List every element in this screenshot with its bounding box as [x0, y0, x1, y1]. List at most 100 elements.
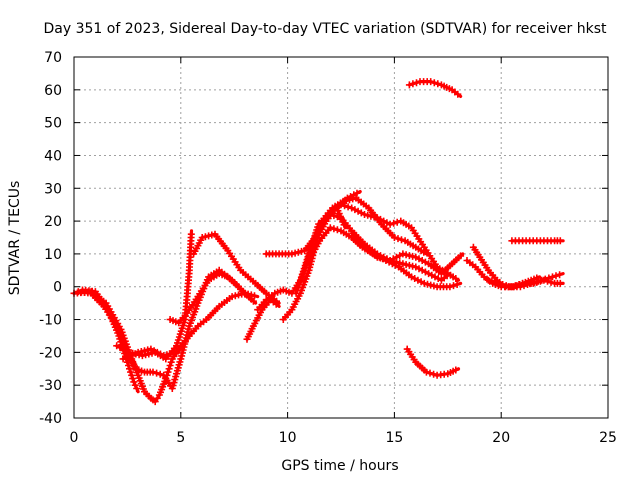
data-point — [452, 275, 460, 282]
data-point — [330, 212, 338, 220]
data-point — [520, 282, 528, 290]
data-point — [549, 273, 556, 281]
data-point — [251, 292, 258, 300]
data-point — [541, 275, 549, 283]
data-point — [398, 236, 405, 244]
data-point — [524, 281, 531, 288]
data-point — [545, 274, 553, 282]
data-point — [430, 370, 438, 378]
series-sat-r — [403, 345, 461, 379]
data-point — [353, 189, 361, 197]
data-point — [169, 349, 177, 357]
data-point — [452, 366, 460, 374]
data-point — [484, 276, 492, 284]
data-point — [453, 281, 461, 288]
data-point — [231, 292, 239, 300]
x-tick-label: 20 — [492, 430, 510, 446]
data-point — [326, 224, 334, 232]
data-point — [160, 352, 168, 360]
data-point — [156, 370, 164, 378]
data-point — [241, 290, 249, 298]
y-tick-label: 40 — [44, 148, 62, 164]
data-point — [556, 271, 564, 279]
data-point — [547, 278, 555, 286]
data-point — [249, 297, 257, 305]
series-group — [70, 78, 565, 406]
data-point — [333, 213, 341, 221]
x-tick-labels: 0 5 10 15 20 25 — [70, 430, 617, 446]
data-point — [434, 80, 442, 88]
data-point — [341, 202, 349, 210]
series-sat-v — [508, 237, 565, 245]
series-line — [80, 288, 140, 394]
data-point — [364, 211, 372, 219]
data-point — [556, 237, 564, 245]
data-point — [390, 219, 398, 227]
data-point — [167, 358, 175, 366]
data-point — [134, 348, 142, 356]
data-point — [130, 378, 138, 386]
data-point — [409, 80, 417, 88]
data-point — [454, 90, 462, 98]
y-tick-labels: -40 -30 -20 -10 0 10 20 30 40 50 60 70 — [39, 50, 62, 427]
series-sat-p — [348, 227, 465, 278]
series-sat-g — [166, 270, 249, 327]
data-point — [427, 78, 435, 86]
data-point — [405, 81, 413, 89]
data-point — [346, 196, 353, 204]
data-point — [396, 259, 404, 267]
series-sat-i — [243, 296, 281, 343]
data-point — [488, 277, 496, 285]
data-point — [502, 282, 510, 290]
x-tick-label: 25 — [599, 430, 617, 446]
data-point — [422, 368, 430, 376]
data-point — [534, 277, 542, 285]
data-point — [457, 252, 465, 260]
data-point — [129, 375, 137, 383]
data-point — [165, 365, 173, 373]
data-point — [527, 279, 535, 287]
series-sat-f — [190, 230, 281, 305]
data-point — [128, 371, 136, 379]
x-axis-label: GPS time / hours — [281, 458, 398, 474]
y-tick-label: 60 — [44, 83, 62, 99]
data-point — [166, 362, 174, 369]
y-tick-label: 70 — [44, 50, 62, 66]
data-point — [181, 338, 189, 346]
data-point — [131, 381, 139, 389]
data-point — [126, 365, 133, 373]
data-point — [402, 251, 410, 259]
data-point — [538, 276, 546, 284]
series-line — [72, 290, 258, 404]
data-point — [390, 234, 398, 241]
y-tick-label: -40 — [39, 411, 62, 427]
data-point — [492, 278, 499, 286]
data-point — [394, 235, 402, 243]
data-point — [413, 79, 420, 87]
data-point — [247, 291, 255, 299]
series-sat-u — [484, 271, 565, 291]
data-point — [409, 252, 417, 260]
data-point — [499, 281, 507, 288]
data-point — [133, 385, 141, 392]
y-tick-label: 50 — [44, 116, 62, 132]
series-sat-e — [119, 337, 189, 363]
data-point — [399, 260, 407, 268]
plot-frame — [73, 56, 609, 419]
data-point — [405, 261, 413, 269]
data-point — [516, 283, 524, 291]
data-point — [127, 368, 135, 376]
data-point — [552, 272, 560, 280]
series-sat-q — [405, 78, 463, 99]
data-point — [164, 368, 172, 376]
series-sat-a — [70, 288, 258, 406]
data-point — [531, 278, 539, 286]
data-point — [430, 79, 438, 87]
y-tick-label: -20 — [39, 345, 62, 361]
y-tick-label: 10 — [44, 247, 62, 263]
data-point — [125, 362, 132, 369]
data-point — [187, 230, 195, 238]
data-point — [330, 225, 338, 233]
